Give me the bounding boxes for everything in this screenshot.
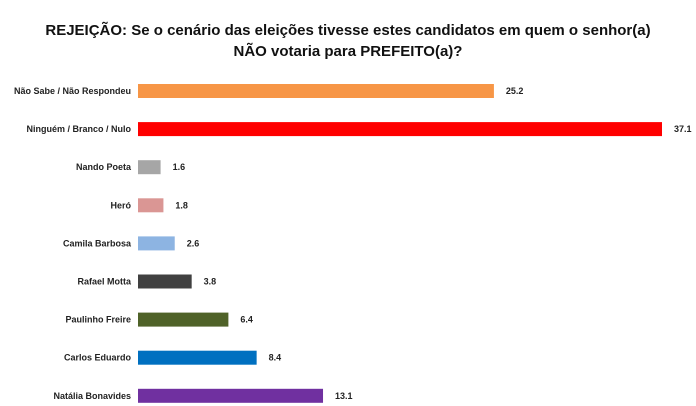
category-label: Rafael Motta <box>77 277 132 287</box>
category-label: Carlos Eduardo <box>64 353 132 363</box>
category-label: Camila Barbosa <box>63 238 132 248</box>
chart-title: REJEIÇÃO: Se o cenário das eleições tive… <box>0 20 696 62</box>
data-label: 25.2 <box>506 86 524 96</box>
data-label: 13.1 <box>335 391 353 401</box>
bar <box>138 274 192 289</box>
bar <box>138 388 324 403</box>
category-label: Não Sabe / Não Respondeu <box>14 86 131 96</box>
bar <box>138 312 229 327</box>
data-label: 6.4 <box>240 315 253 325</box>
data-label: 2.6 <box>187 238 200 248</box>
bar <box>138 236 175 251</box>
category-label: Nando Poeta <box>76 162 132 172</box>
bar <box>138 122 662 137</box>
bar <box>138 350 257 365</box>
data-label: 3.8 <box>204 277 217 287</box>
chart-title-line-1: REJEIÇÃO: Se o cenário das eleições tive… <box>45 22 651 39</box>
data-label: 1.8 <box>175 200 188 210</box>
data-label: 1.6 <box>173 162 186 172</box>
bar <box>138 198 164 213</box>
bar <box>138 160 161 175</box>
data-label: 8.4 <box>269 353 282 363</box>
category-label: Natália Bonavides <box>53 391 131 401</box>
data-label: 37.1 <box>674 124 692 134</box>
chart-title-line-2: NÃO votaria para PREFEITO(a)? <box>233 43 463 60</box>
category-label: Paulinho Freire <box>65 315 131 325</box>
category-label: Heró <box>110 200 131 210</box>
category-label: Ninguém / Branco / Nulo <box>26 124 131 134</box>
bar <box>138 84 494 98</box>
